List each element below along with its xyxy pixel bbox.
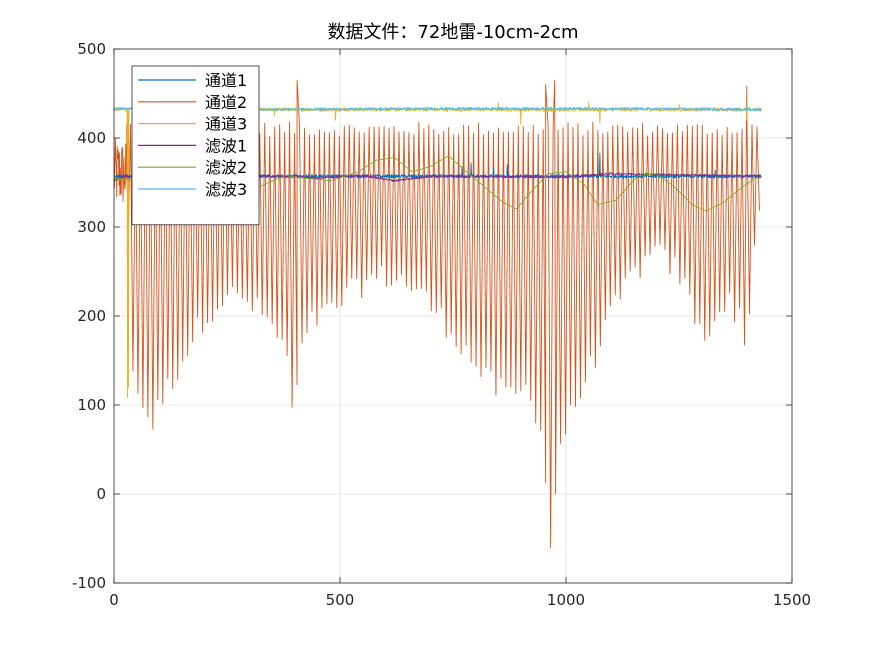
- legend-entry-label: 通道2: [205, 93, 247, 112]
- y-tick-label: 0: [96, 485, 106, 503]
- y-tick-label: 500: [77, 40, 106, 58]
- legend-entry-label: 通道3: [205, 115, 247, 134]
- legend-entry-label: 滤波3: [205, 180, 247, 199]
- legend-entry-label: 通道1: [205, 71, 247, 90]
- x-tick-label: 0: [109, 591, 119, 609]
- y-tick-label: 100: [77, 396, 106, 414]
- y-tick-label: 200: [77, 307, 106, 325]
- x-tick-label: 1500: [773, 591, 811, 609]
- legend[interactable]: 通道1 通道2 通道3 滤波1 滤波2 滤波3: [131, 65, 260, 226]
- y-tick-label: 300: [77, 218, 106, 236]
- legend-entry-label: 滤波1: [205, 136, 247, 155]
- legend-entry-label: 滤波2: [205, 158, 247, 177]
- chart-title: 数据文件：72地雷-10cm-2cm: [327, 22, 578, 43]
- y-tick-label: 400: [77, 129, 106, 147]
- x-tick-label: 500: [326, 591, 355, 609]
- x-tick-label: 1000: [547, 591, 585, 609]
- y-tick-label: -100: [72, 574, 106, 592]
